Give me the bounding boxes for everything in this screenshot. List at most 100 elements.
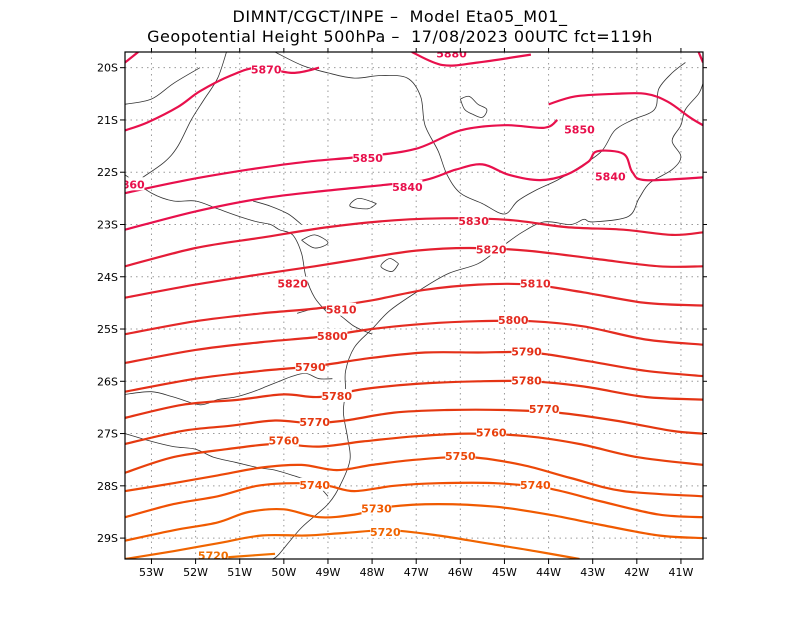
title-line-2: Geopotential Height 500hPa – 17/08/2023 … <box>147 27 653 46</box>
contour-label-bg <box>529 402 560 416</box>
contour-label: 5760 <box>269 434 300 447</box>
coastline <box>142 52 227 178</box>
contour-label: 5720 <box>370 526 401 539</box>
contour-label: 5780 <box>321 390 352 403</box>
lake-outline <box>301 234 329 249</box>
contour-line <box>125 455 703 498</box>
y-tick-label: 21S <box>97 114 118 127</box>
contour-label-bg <box>564 122 595 136</box>
contour-label: 5800 <box>498 314 529 327</box>
contour-label-bg <box>520 477 551 491</box>
contour-label-bg <box>295 360 326 374</box>
contour-label: 5800 <box>317 330 348 343</box>
geopotential-contours <box>125 52 703 559</box>
contour-label: 5820 <box>277 278 308 291</box>
lake-outline <box>380 258 399 272</box>
contour-label-bg <box>511 373 542 387</box>
coastline <box>125 67 201 105</box>
x-tick-label: 50W <box>271 566 296 579</box>
contour-label-bg <box>299 477 330 491</box>
contour-label-bg <box>436 52 467 60</box>
contour-label: 5770 <box>529 403 560 416</box>
contour-label: 5790 <box>295 361 326 374</box>
contour-label: 5820 <box>476 244 507 257</box>
grid-lines <box>125 52 703 559</box>
contour-line <box>125 217 703 268</box>
contour-line <box>125 118 559 195</box>
contour-label: 5850 <box>352 152 383 165</box>
contour-label-bg <box>361 501 392 515</box>
contour-label-bg <box>268 433 299 447</box>
contour-label: 5850 <box>564 123 595 136</box>
contour-line <box>125 319 703 365</box>
contour-label: 5780 <box>511 374 542 387</box>
contour-line <box>125 52 139 64</box>
contour-label: 5730 <box>361 502 392 515</box>
contour-label-bg <box>326 302 357 316</box>
x-tick-label: 47W <box>404 566 429 579</box>
x-tick-label: 42W <box>624 566 649 579</box>
contour-label: 5870 <box>251 63 282 76</box>
contour-label-bg <box>198 548 229 559</box>
coastlines <box>125 52 703 559</box>
x-tick-label: 43W <box>580 566 605 579</box>
contour-label-bg <box>511 344 542 358</box>
contour-labels: 5880 5870 5850 5850 5860 5840 5840 5830 5820 5820… <box>114 48 626 562</box>
x-tick-label: 52W <box>183 566 208 579</box>
coastline <box>274 52 686 215</box>
contour-line <box>125 481 703 519</box>
contour-line <box>125 379 703 419</box>
contour-label: 5750 <box>445 450 476 463</box>
contour-label: 5790 <box>511 346 542 359</box>
contour-label-bg <box>277 276 308 290</box>
y-tick-label: 24S <box>97 271 118 284</box>
coastline <box>125 433 329 497</box>
y-tick-label: 26S <box>97 375 118 388</box>
coastline <box>125 372 333 406</box>
y-tick-label: 28S <box>97 480 118 493</box>
y-tick-label: 20S <box>97 62 118 75</box>
contour-label-bg <box>352 151 383 165</box>
x-tick-label: 41W <box>669 566 694 579</box>
contour-label: 5810 <box>326 304 357 317</box>
contour-line <box>125 282 703 336</box>
contour-label: 5860 <box>114 178 145 191</box>
contour-label: 5810 <box>520 278 551 291</box>
y-axis-ticks: 20S 21S 22S 23S 24S 25S 26S 27S 28S 29S <box>97 62 707 545</box>
x-tick-label: 49W <box>316 566 341 579</box>
contour-line <box>697 52 703 63</box>
contour-label-bg <box>251 62 282 76</box>
x-tick-label: 51W <box>227 566 252 579</box>
contour-label-bg <box>498 313 529 327</box>
contour-label-bg <box>476 425 507 439</box>
contour-line <box>125 149 703 231</box>
x-tick-label: 46W <box>448 566 473 579</box>
coastline <box>252 200 302 225</box>
contour-label: 5840 <box>595 170 626 183</box>
contour-line <box>125 66 320 132</box>
contour-line <box>548 92 703 127</box>
y-tick-label: 22S <box>97 166 118 179</box>
lake-outline <box>459 95 488 118</box>
contour-line <box>125 350 703 393</box>
contour-label-bg <box>445 449 476 463</box>
contour-line <box>125 408 703 446</box>
x-tick-label: 53W <box>139 566 164 579</box>
contour-label-bg <box>520 276 551 290</box>
x-tick-label: 45W <box>492 566 517 579</box>
contour-line <box>125 503 703 542</box>
plot-frame <box>124 51 704 560</box>
coastline <box>272 83 703 559</box>
contour-label: 5880 <box>436 48 467 61</box>
contour-line <box>125 529 580 559</box>
contour-line <box>125 246 703 299</box>
contour-label-bg <box>595 169 626 183</box>
contour-label-bg <box>125 177 145 191</box>
title-line-1: DIMNT/CGCT/INPE – Model Eta05_M01_ <box>232 7 568 26</box>
coastline <box>125 174 329 314</box>
contour-label: 5760 <box>476 427 507 440</box>
contour-label: 5720 <box>198 549 229 562</box>
contour-label-bg <box>299 415 330 429</box>
y-tick-label: 23S <box>97 218 118 231</box>
